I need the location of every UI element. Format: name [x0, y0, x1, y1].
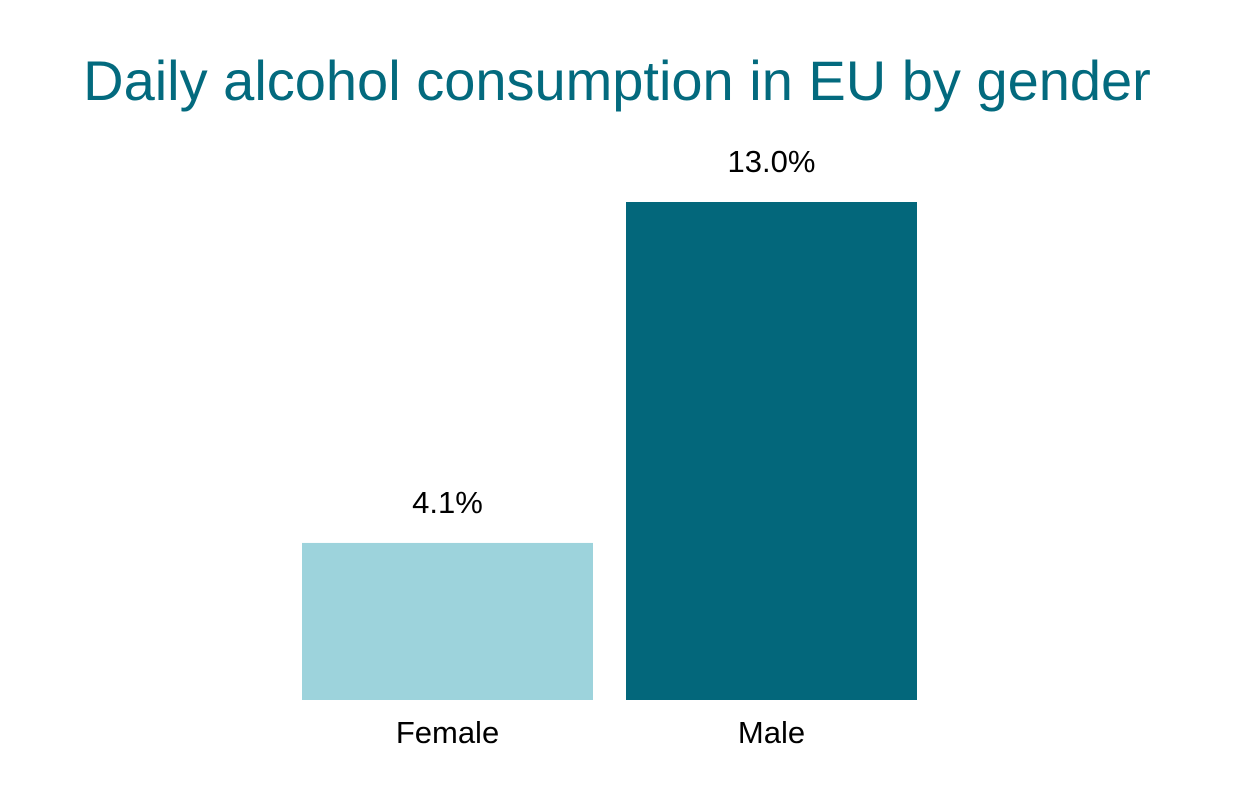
x-tick-label: Male: [738, 715, 805, 750]
value-label: 4.1%: [412, 485, 483, 520]
bar: [626, 202, 917, 700]
value-label: 13.0%: [728, 144, 816, 179]
bar: [302, 542, 593, 700]
chart-title: Daily alcohol consumption in EU by gende…: [83, 49, 1151, 112]
x-tick-label: Female: [396, 715, 499, 750]
